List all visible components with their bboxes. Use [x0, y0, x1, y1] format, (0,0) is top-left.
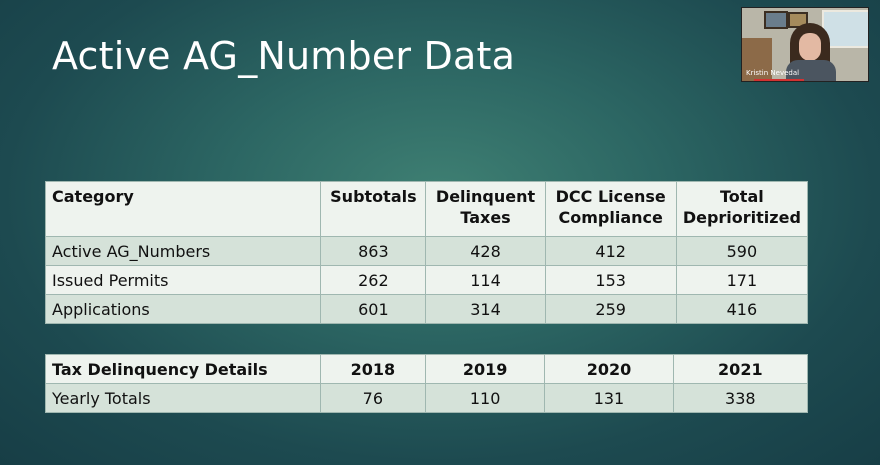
- cell-value: 110: [424, 383, 546, 413]
- header-total-deprioritized: Total Deprioritized: [675, 181, 809, 237]
- webcam-picture-frame: [764, 11, 788, 29]
- cell-value: 262: [320, 265, 427, 295]
- header-tax-delinquency-details: Tax Delinquency Details: [45, 354, 321, 384]
- cell-value: 314: [425, 294, 546, 324]
- header-year-2021: 2021: [672, 354, 809, 384]
- header-year-2019: 2019: [424, 354, 546, 384]
- cell-value: 590: [675, 236, 809, 266]
- webcam-video-tile[interactable]: Kristin Nevedal: [741, 7, 869, 82]
- webcam-participant-body: [786, 60, 836, 81]
- delinquency-header-row: Tax Delinquency Details 2018 2019 2020 2…: [45, 354, 809, 384]
- header-subtotals: Subtotals: [320, 181, 427, 237]
- delinquency-table: Tax Delinquency Details 2018 2019 2020 2…: [45, 354, 809, 413]
- cell-value: 76: [319, 383, 426, 413]
- table-row: Applications 601 314 259 416: [44, 294, 809, 324]
- speaking-indicator: [754, 79, 804, 81]
- row-label: Applications: [44, 294, 322, 324]
- header-year-2018: 2018: [319, 354, 426, 384]
- table-row: Active AG_Numbers 863 428 412 590: [44, 236, 809, 266]
- summary-header-row: Category Subtotals Delinquent Taxes DCC …: [44, 181, 809, 237]
- cell-value: 153: [544, 265, 677, 295]
- summary-table: Category Subtotals Delinquent Taxes DCC …: [44, 181, 809, 324]
- table-row: Issued Permits 262 114 153 171: [44, 265, 809, 295]
- cell-value: 259: [544, 294, 677, 324]
- header-category: Category: [44, 181, 322, 237]
- header-year-2020: 2020: [544, 354, 674, 384]
- header-delinquent-taxes: Delinquent Taxes: [425, 181, 546, 237]
- header-dcc-license-compliance: DCC License Compliance: [544, 181, 677, 237]
- participant-name-label: Kristin Nevedal: [746, 69, 800, 77]
- row-label: Active AG_Numbers: [44, 236, 322, 266]
- row-label: Yearly Totals: [45, 383, 321, 413]
- cell-value: 601: [320, 294, 427, 324]
- cell-value: 131: [544, 383, 674, 413]
- table-row: Yearly Totals 76 110 131 338: [45, 383, 809, 413]
- row-label: Issued Permits: [44, 265, 322, 295]
- cell-value: 412: [544, 236, 677, 266]
- cell-value: 338: [672, 383, 809, 413]
- cell-value: 863: [320, 236, 427, 266]
- cell-value: 114: [425, 265, 546, 295]
- webcam-participant-face: [799, 33, 821, 61]
- webcam-shelf: [742, 38, 772, 81]
- cell-value: 416: [675, 294, 809, 324]
- cell-value: 171: [675, 265, 809, 295]
- cell-value: 428: [425, 236, 546, 266]
- slide-title: Active AG_Number Data: [52, 34, 516, 78]
